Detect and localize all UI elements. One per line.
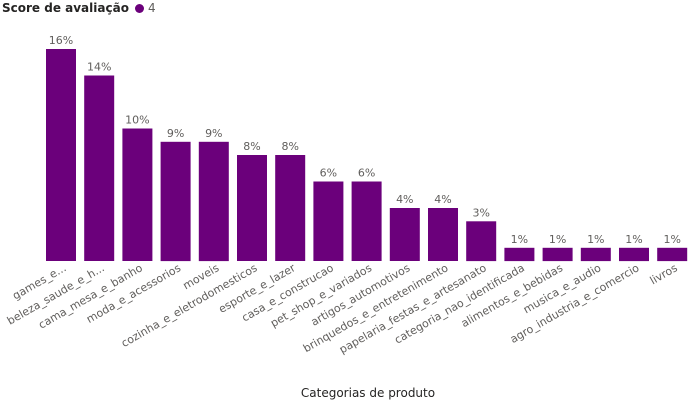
bar[interactable] bbox=[428, 208, 458, 261]
bar-value-label: 3% bbox=[472, 206, 489, 219]
bar-value-label: 4% bbox=[434, 193, 451, 206]
bar-value-label: 1% bbox=[663, 233, 680, 246]
bar[interactable] bbox=[313, 181, 344, 262]
bar[interactable] bbox=[275, 155, 306, 261]
bar[interactable] bbox=[122, 128, 153, 262]
bar[interactable] bbox=[84, 75, 115, 262]
x-axis-title: Categorias de produto bbox=[301, 386, 435, 400]
legend-title: Score de avaliação bbox=[2, 1, 129, 15]
bar-value-label: 6% bbox=[358, 167, 375, 180]
bar-value-label: 9% bbox=[205, 127, 222, 140]
bar[interactable] bbox=[237, 155, 267, 261]
bar[interactable] bbox=[657, 247, 688, 262]
bar[interactable] bbox=[389, 208, 420, 261]
bar-value-label: 10% bbox=[125, 114, 149, 127]
legend-color-swatch bbox=[134, 3, 144, 13]
bar[interactable] bbox=[580, 247, 611, 262]
bar-value-label: 16% bbox=[49, 34, 73, 47]
bar[interactable] bbox=[619, 247, 649, 262]
value-labels-layer: 16% 14% 10% 9% 9% 8% 8% 6% 6% 4% 4% 3% 1% 1% 1% 1% 1% bbox=[49, 34, 681, 246]
legend: Score de avaliação 4 bbox=[2, 0, 156, 16]
bar-value-label: 1% bbox=[587, 233, 604, 246]
bar-value-label: 9% bbox=[167, 127, 184, 140]
bar[interactable] bbox=[542, 247, 573, 262]
bars-layer bbox=[46, 49, 688, 262]
bar[interactable] bbox=[466, 221, 497, 262]
bar-value-label: 1% bbox=[625, 233, 642, 246]
bar-value-label: 8% bbox=[243, 140, 260, 153]
bar-value-label: 1% bbox=[549, 233, 566, 246]
bar-value-label: 8% bbox=[281, 140, 298, 153]
bar-value-label: 6% bbox=[320, 167, 337, 180]
tick-labels-layer: games_e...beleza_saude_e_h...cama_mesa_e… bbox=[5, 261, 680, 356]
bar-value-label: 4% bbox=[396, 193, 413, 206]
bar[interactable] bbox=[504, 247, 535, 262]
bar[interactable] bbox=[160, 141, 191, 262]
bar[interactable] bbox=[198, 141, 229, 262]
bar[interactable] bbox=[46, 49, 76, 261]
bar[interactable] bbox=[351, 181, 382, 262]
bar-value-label: 14% bbox=[87, 61, 111, 74]
bar-value-label: 1% bbox=[511, 233, 528, 246]
legend-entry-label[interactable]: 4 bbox=[147, 1, 156, 15]
x-tick-label: livros bbox=[648, 261, 680, 287]
